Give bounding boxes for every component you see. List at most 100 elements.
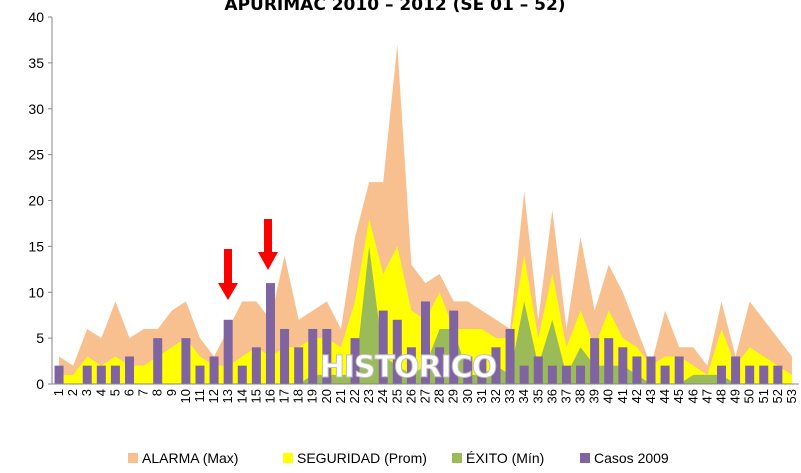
x-tick-label: 29 (446, 389, 461, 403)
x-tick-label: 26 (403, 389, 418, 403)
x-tick-label: 6 (122, 389, 137, 396)
bar (251, 347, 261, 384)
arrow-head (258, 252, 278, 270)
bar (435, 347, 445, 384)
x-tick-label: 49 (728, 389, 743, 403)
bar (716, 365, 726, 384)
x-tick-label: 39 (587, 389, 602, 403)
legend-swatch (452, 453, 462, 463)
bar (632, 356, 642, 384)
x-tick-label: 50 (742, 389, 757, 403)
x-tick-label: 2 (65, 389, 80, 396)
x-tick-label: 9 (164, 389, 179, 396)
bar (463, 356, 473, 384)
x-tick-label: 41 (615, 389, 630, 403)
x-tick-label: 1 (51, 389, 66, 396)
bar (223, 319, 233, 384)
bar (195, 365, 205, 384)
x-tick-label: 10 (178, 389, 193, 403)
x-tick-label: 23 (361, 389, 376, 403)
x-tick-label: 14 (234, 389, 249, 403)
bar (280, 328, 290, 384)
x-tick-label: 7 (136, 389, 151, 396)
x-tick-label: 11 (192, 389, 207, 403)
arrow-shaft (224, 249, 232, 283)
x-tick-label: 35 (530, 389, 545, 403)
legend-label: Casos 2009 (594, 450, 669, 466)
bar (350, 338, 360, 384)
x-tick-label: 34 (516, 389, 531, 403)
bar (294, 347, 304, 384)
bar (378, 310, 388, 384)
bar (505, 328, 515, 384)
y-tick-label: 15 (28, 238, 44, 254)
bar (519, 365, 529, 384)
watermark: HISTORICO (320, 350, 497, 385)
y-tick-label: 25 (28, 147, 44, 163)
x-tick-label: 25 (389, 389, 404, 403)
x-tick-label: 3 (79, 389, 94, 396)
bar (181, 338, 191, 384)
bar (604, 338, 614, 384)
bar (745, 365, 755, 384)
legend-swatch (283, 453, 293, 463)
y-tick-label: 5 (36, 330, 44, 346)
bar (237, 365, 247, 384)
x-tick-label: 51 (756, 389, 771, 403)
x-tick-label: 20 (319, 389, 334, 403)
x-tick-label: 45 (671, 389, 686, 403)
x-tick-label: 44 (657, 389, 672, 403)
y-tick-label: 30 (28, 101, 44, 117)
bar (392, 319, 402, 384)
bar (406, 347, 416, 384)
x-tick-label: 38 (573, 389, 588, 403)
x-tick-label: 32 (488, 389, 503, 403)
x-tick-label: 8 (150, 389, 165, 396)
x-tick-label: 53 (784, 389, 799, 403)
bar (82, 365, 92, 384)
bar (449, 310, 459, 384)
bar (590, 338, 600, 384)
x-tick-label: 16 (262, 389, 277, 403)
x-tick-label: 47 (699, 389, 714, 403)
bar (125, 356, 135, 384)
area (59, 44, 792, 385)
y-tick-label: 20 (28, 193, 44, 209)
x-tick-label: 27 (418, 389, 433, 403)
bar (576, 365, 586, 384)
y-tick-label: 40 (28, 9, 44, 25)
bar (477, 356, 487, 384)
y-tick-label: 35 (28, 55, 44, 71)
x-tick-label: 37 (558, 389, 573, 403)
x-tick-label: 19 (305, 389, 320, 403)
bar (421, 301, 430, 384)
arrow-head (218, 283, 238, 300)
x-tick-label: 40 (601, 389, 616, 403)
x-tick-label: 12 (206, 389, 221, 403)
x-tick-label: 18 (291, 389, 306, 403)
bar (308, 328, 318, 384)
bar (322, 328, 332, 384)
bar (533, 356, 543, 384)
x-tick-label: 30 (460, 389, 475, 403)
bar (618, 347, 628, 384)
x-tick-label: 43 (643, 389, 658, 403)
x-tick-label: 4 (93, 389, 108, 396)
bar (547, 365, 557, 384)
bar (491, 347, 501, 384)
bar (773, 365, 783, 384)
bar (759, 365, 769, 384)
bar (561, 365, 571, 384)
x-tick-label: 52 (770, 389, 785, 403)
bar (674, 356, 684, 384)
x-tick-label: 46 (685, 389, 700, 403)
bar (209, 356, 219, 384)
x-tick-label: 13 (220, 389, 235, 403)
bar (646, 356, 656, 384)
legend-label: ÉXITO (Mín) (466, 450, 544, 466)
legend-swatch (580, 453, 590, 463)
x-tick-label: 48 (713, 389, 728, 403)
x-tick-label: 31 (474, 389, 489, 403)
